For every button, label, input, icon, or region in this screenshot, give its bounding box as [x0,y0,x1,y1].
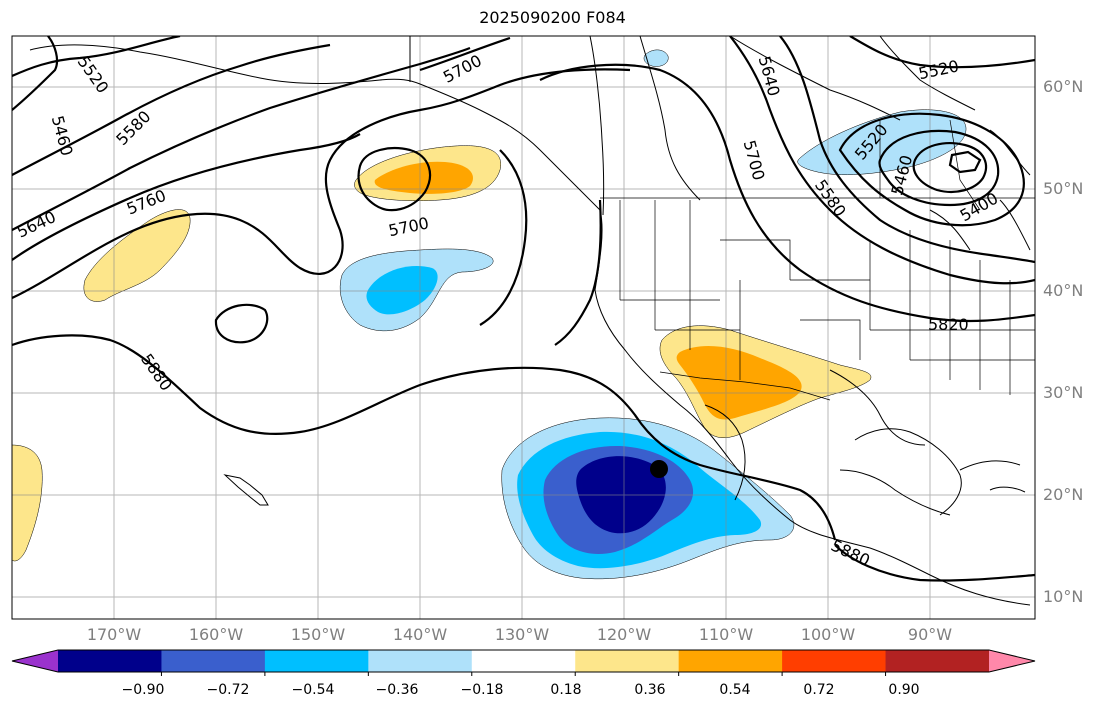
contour-label: 5640 [755,54,784,98]
contour-5460-west [12,36,59,111]
lon-label: 130°W [494,625,550,644]
colorbar-tick-label: −0.18 [460,682,504,698]
colorbar-outline [11,649,1036,673]
contour-5520-east [849,36,1035,69]
lon-label: 170°W [86,625,142,644]
colorbar-tick-label: −0.90 [121,682,165,698]
lon-label: 90°W [907,625,953,644]
contour-label: 5580 [112,107,154,149]
positive-anomaly-west-edge [12,444,43,562]
contour-5880-tail [834,544,1035,582]
colorbar-block [264,650,369,672]
contour-5700-north [419,36,511,72]
colorbar-block [471,650,576,672]
contour-label: 5820 [928,315,969,334]
positive-anomaly-core-southwest [676,346,802,420]
storm-marker [650,460,668,478]
colorbar-block [885,650,990,672]
contour-5880-loop [479,149,528,326]
lon-label: 100°W [800,625,856,644]
contour-5880-south [12,334,837,541]
contour-label: 5700 [740,138,769,182]
lon-label: 160°W [188,625,244,644]
contour-5880-small [214,303,269,344]
contour-5640-east [729,36,1035,285]
positive-anomaly-north-pacific [83,209,191,302]
lat-label: 50°N [1043,179,1084,198]
contour-label: 5880 [828,536,873,570]
colorbar-tick-label: −0.54 [291,682,335,698]
lon-label: 140°W [392,625,448,644]
negative-anomaly-alaska-small [643,49,669,67]
contour-label: 5460 [48,114,77,158]
lat-label: 20°N [1043,485,1084,504]
colorbar-extend-min [12,650,58,672]
lat-label: 10°N [1043,587,1084,606]
colorbar-block [678,650,783,672]
contour-5460-ring [878,129,1000,207]
lon-label: 120°W [596,625,652,644]
coastlines [29,36,1031,606]
colorbar-tick-label: 0.36 [634,682,666,698]
height-contours [12,36,1035,582]
contour-label: 5520 [917,56,961,83]
colorbar-block [368,650,473,672]
negative-anomaly-northeast [797,109,967,176]
colorbar [11,649,1036,676]
lon-label: 150°W [290,625,346,644]
map-frame [11,35,1036,620]
colorbar-block [58,650,162,672]
political-boundaries [600,119,1035,401]
contour-5520-ring [838,112,1025,227]
lat-label: 60°N [1043,77,1084,96]
lat-label: 30°N [1043,383,1084,402]
contour-5340-ring [948,150,982,174]
contour-5520-west [12,36,181,78]
lon-label: 110°W [698,625,754,644]
colorbar-block [782,650,887,672]
contour-5820-vertical [554,199,602,346]
positive-anomaly-core-gulf [374,161,473,194]
colorbar-tick-label: −0.72 [206,682,250,698]
contour-5580-west [12,43,331,176]
anomaly-shading [12,49,967,580]
colorbar-extend-max [989,650,1035,672]
colorbar-tick-label: 0.72 [803,682,835,698]
contour-5760 [12,133,361,261]
colorbar-tick-label: 0.54 [719,682,751,698]
contour-5580-east [779,36,1035,264]
colorbar-block [161,650,266,672]
colorbar-tick-label: 0.18 [550,682,582,698]
contour-5400-ring [912,142,988,194]
colorbar-tick-label: 0.90 [888,682,920,698]
contour-5820-east [539,63,1035,323]
contour-label: 5700 [387,213,431,240]
contour-5700-closed [357,147,432,212]
contour-5640-west [12,46,471,231]
colorbar-block [575,650,680,672]
map-title: 2025090200 F084 [479,8,626,27]
contour-5820-north [12,68,631,299]
contour-label: 5520 [74,52,113,96]
contour-label: 5880 [137,350,176,394]
colorbar-tick-label: −0.36 [375,682,419,698]
lat-label: 40°N [1043,281,1084,300]
